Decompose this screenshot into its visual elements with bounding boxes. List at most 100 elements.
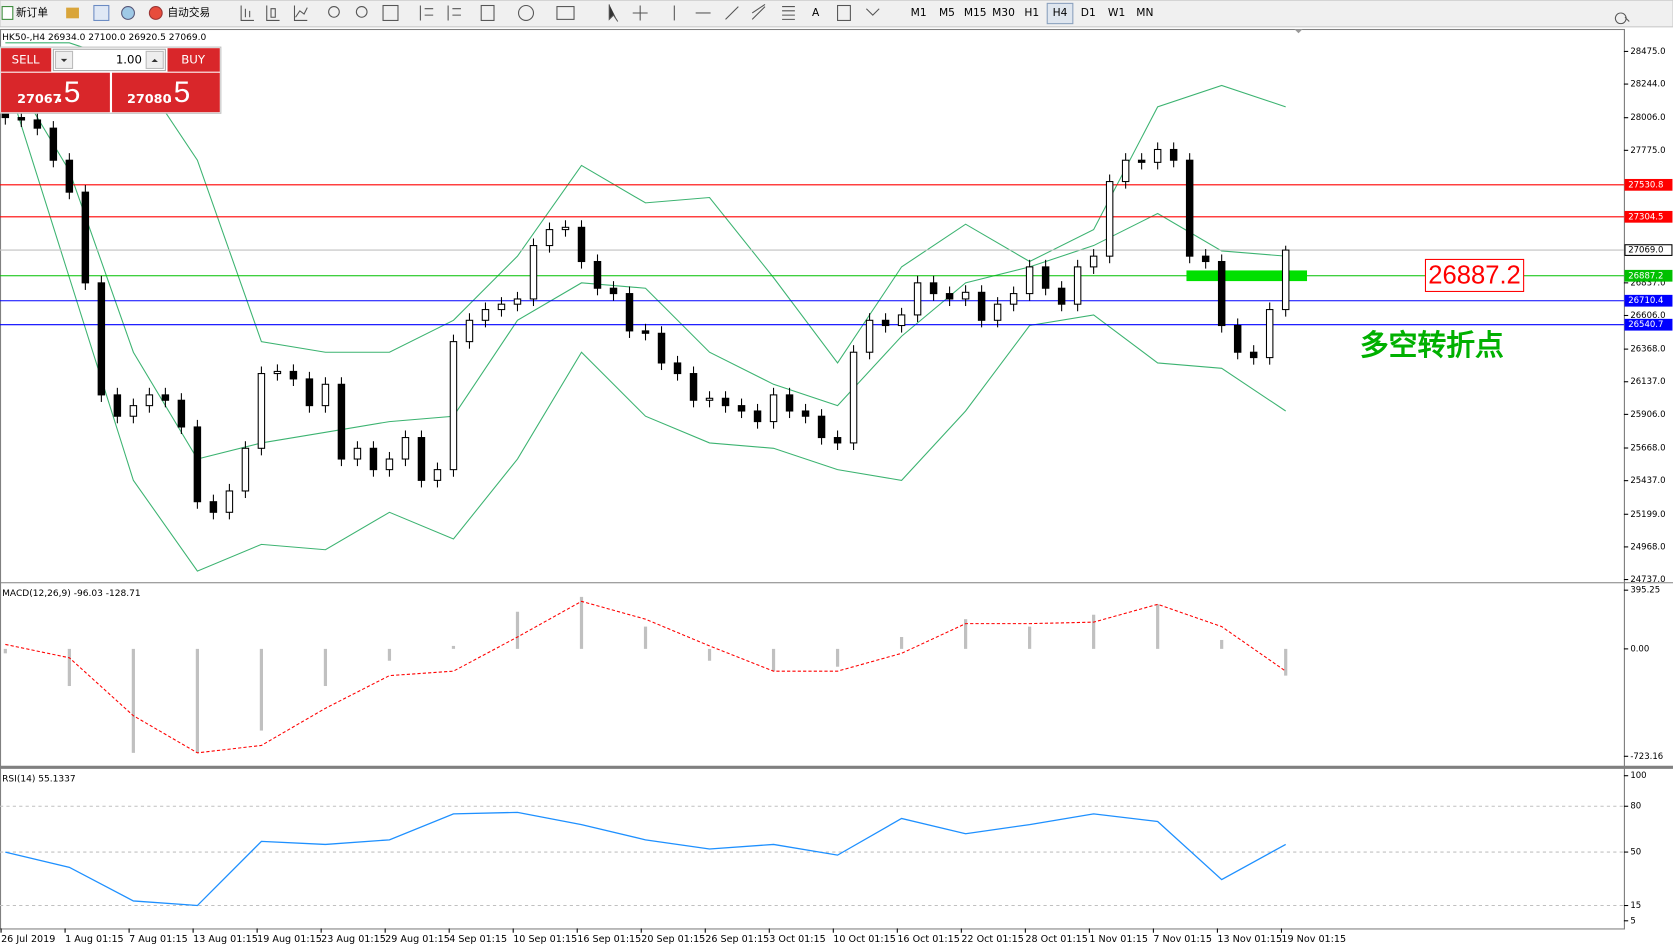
candle-body [513, 298, 522, 305]
timeframe-button[interactable]: M5 [939, 6, 955, 19]
equidistant[interactable] [751, 3, 766, 20]
macd-histogram [131, 648, 135, 753]
auto-trade-icon[interactable] [148, 6, 163, 20]
macd-histogram [964, 619, 968, 649]
tile-windows[interactable] [382, 4, 399, 21]
buy-button[interactable] [167, 48, 220, 72]
tool-icon[interactable] [121, 6, 135, 20]
new-order-button[interactable]: 新订单 [16, 6, 48, 19]
buy-label[interactable]: BUY [181, 52, 206, 66]
timeframe-button[interactable]: M30 [992, 6, 1015, 19]
candle-body [1169, 148, 1178, 161]
zoom-in[interactable] [328, 6, 340, 18]
price-level-tag [1624, 318, 1673, 331]
candle-body [977, 291, 986, 321]
candle-body [961, 291, 970, 300]
y-tick-label: 24737.0 [1630, 575, 1665, 585]
timeframe-button[interactable]: M15 [964, 6, 987, 19]
lot-value[interactable]: 1.00 [116, 52, 142, 66]
label-tool[interactable] [837, 4, 851, 21]
candle-body [321, 383, 330, 407]
autoscroll[interactable] [419, 5, 434, 21]
timeframe-button[interactable]: H4 [1053, 6, 1068, 19]
y-tick-label: 5 [1630, 916, 1635, 926]
trade-panel: SELL 1.00 BUY 27067 .5 27080 .5 [0, 46, 222, 114]
fibonacci[interactable] [782, 6, 795, 20]
candle-body [1073, 266, 1082, 305]
candle-body [993, 303, 1002, 321]
trendline[interactable] [725, 6, 739, 20]
tool-icon[interactable] [93, 4, 110, 21]
annotation-price: 26887.2 [1428, 261, 1521, 289]
templates[interactable] [556, 6, 575, 20]
indicators[interactable] [480, 4, 495, 21]
x-tick-label: 4 Sep 01:15 [449, 934, 507, 945]
zoom-out[interactable] [355, 6, 368, 18]
macd-signal [5, 600, 1286, 754]
x-tick-label: 3 Oct 01:15 [769, 934, 825, 945]
candle-body [785, 394, 794, 412]
candle-body [433, 469, 442, 481]
timeframe-button[interactable]: M1 [911, 6, 927, 19]
bid-box[interactable] [1, 72, 110, 113]
candle-body [65, 159, 74, 193]
candle-body [1089, 255, 1098, 268]
price-level-label: 27304.5 [1628, 212, 1663, 222]
arrows[interactable] [865, 8, 880, 16]
price-level-label: 27069.0 [1628, 246, 1663, 256]
sell-label[interactable]: SELL [12, 52, 40, 66]
candle-body [705, 397, 714, 401]
candle-body [1153, 148, 1162, 163]
candle-body [1057, 287, 1066, 305]
crosshair[interactable] [632, 5, 648, 21]
candle-body [305, 378, 314, 407]
candle-body [641, 330, 650, 334]
bid-price[interactable]: 27067 [17, 92, 62, 107]
macd-histogram [1220, 639, 1224, 649]
candle-body [417, 437, 426, 481]
x-tick-label: 13 Nov 01:15 [1217, 934, 1282, 945]
timeframe-button[interactable]: H1 [1024, 6, 1039, 19]
tool-icon[interactable] [66, 7, 79, 19]
timeframe-button[interactable]: D1 [1081, 6, 1096, 19]
ask-fraction[interactable]: .5 [165, 76, 190, 109]
candle-tool[interactable] [266, 5, 280, 21]
x-tick-label: 10 Sep 01:15 [513, 934, 577, 945]
candle-body [1009, 293, 1018, 305]
candle-body [689, 373, 698, 401]
candle-body [577, 226, 586, 263]
price-level-label: 27530.8 [1628, 180, 1663, 190]
candle-body [545, 229, 554, 247]
bid-fraction[interactable]: .5 [55, 76, 80, 109]
turning-point-bar [1186, 270, 1308, 282]
candle-body [337, 383, 346, 460]
candle-body [193, 426, 202, 503]
candle-body [129, 405, 138, 417]
candle-body [241, 447, 250, 492]
candle-body [481, 309, 490, 321]
y-tick-label: -723.16 [1630, 752, 1663, 762]
ask-box[interactable] [112, 72, 220, 113]
timeframe-button[interactable]: MN [1136, 6, 1153, 19]
sell-button[interactable] [1, 48, 52, 72]
candle-body [1217, 260, 1226, 327]
timeframe-button[interactable]: W1 [1108, 6, 1125, 19]
line-tool[interactable] [293, 5, 308, 21]
macd-histogram [899, 636, 904, 649]
bar-chart-tool[interactable] [240, 5, 254, 21]
x-tick-label: 16 Sep 01:15 [577, 934, 641, 945]
search[interactable] [1614, 12, 1630, 25]
new-order-icon[interactable] [1, 6, 14, 20]
text-tool[interactable]: A [812, 6, 820, 19]
auto-trade-button[interactable]: 自动交易 [168, 6, 211, 19]
cursor[interactable] [608, 4, 619, 22]
y-tick-label: 25199.0 [1630, 510, 1665, 520]
ask-price[interactable]: 27080 [127, 92, 172, 107]
periods[interactable] [518, 4, 535, 21]
y-tick-label: 26368.0 [1630, 345, 1665, 355]
lot-input[interactable] [52, 48, 166, 72]
chart-shift[interactable] [447, 5, 461, 21]
candle-body [1281, 249, 1290, 311]
y-tick-label: 395.25 [1630, 586, 1660, 596]
